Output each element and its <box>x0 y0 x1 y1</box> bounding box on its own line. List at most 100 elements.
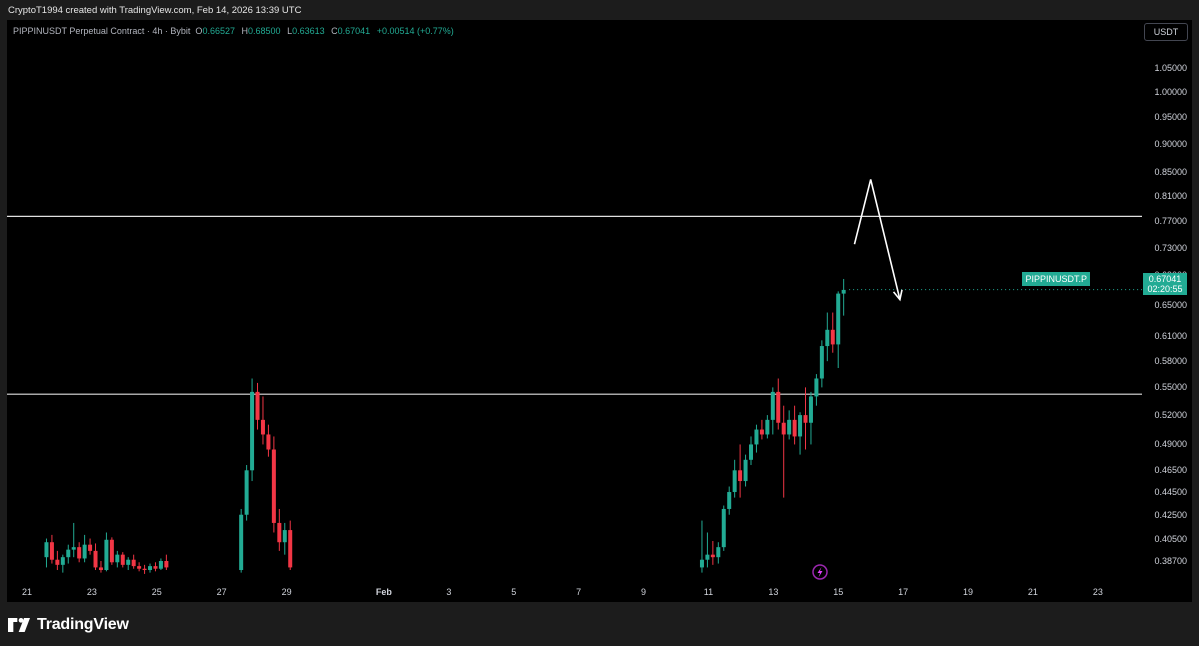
candle-body[interactable] <box>787 419 792 435</box>
price-tick: 0.73000 <box>1154 242 1187 253</box>
footer: TradingView <box>0 602 1199 646</box>
candle-body[interactable] <box>271 449 276 523</box>
symbol-legend: PIPPINUSDT Perpetual Contract · 4h · Byb… <box>13 26 458 36</box>
time-axis[interactable]: 21 23 25 27 29 Feb 3 5 7 9 11 13 15 17 19 21 23 <box>7 582 1142 602</box>
candle-body[interactable] <box>765 419 770 435</box>
candlestick-chart[interactable] <box>7 20 1142 582</box>
candle-body[interactable] <box>131 559 136 567</box>
legend-high: 0.68500 <box>248 26 281 36</box>
candle-body[interactable] <box>732 470 737 493</box>
price-tick: 0.52000 <box>1154 410 1187 421</box>
tradingview-logo: TradingView <box>8 616 129 634</box>
chart-frame[interactable]: PIPPINUSDT Perpetual Contract · 4h · Byb… <box>7 20 1192 602</box>
time-tick: 15 <box>833 587 844 597</box>
candle-body[interactable] <box>759 429 764 435</box>
candle-body[interactable] <box>277 522 282 543</box>
candle-body[interactable] <box>754 429 759 445</box>
time-tick: 9 <box>641 587 647 597</box>
time-tick: 25 <box>151 587 162 597</box>
price-tick: 0.65000 <box>1154 299 1187 310</box>
candle-body[interactable] <box>77 547 82 559</box>
candle-body[interactable] <box>98 567 103 571</box>
legend-open: 0.66527 <box>202 26 235 36</box>
legend-close: 0.67041 <box>337 26 371 36</box>
price-tick: 0.85000 <box>1154 167 1187 178</box>
candle-body[interactable] <box>825 329 830 347</box>
tradingview-brand: TradingView <box>37 616 129 633</box>
price-tick: 0.42500 <box>1154 509 1187 520</box>
projection-path[interactable] <box>853 179 901 300</box>
candle-body[interactable] <box>749 444 754 460</box>
price-pane[interactable]: PIPPINUSDT Perpetual Contract · 4h · Byb… <box>7 20 1142 582</box>
candle-body[interactable] <box>721 508 726 548</box>
candle-body[interactable] <box>743 459 748 482</box>
candle-body[interactable] <box>260 419 265 435</box>
currency-button[interactable]: USDT <box>1144 23 1188 41</box>
candle-body[interactable] <box>710 554 715 558</box>
candle-body[interactable] <box>71 547 76 550</box>
time-tick: 13 <box>768 587 779 597</box>
candle-body[interactable] <box>288 530 293 568</box>
candle-body[interactable] <box>44 542 49 558</box>
candle-body[interactable] <box>164 561 169 568</box>
time-tick: 21 <box>21 587 33 597</box>
candle-body[interactable] <box>250 391 255 471</box>
time-tick: 27 <box>216 587 227 597</box>
candle-body[interactable] <box>727 492 732 509</box>
candle-body[interactable] <box>266 434 271 450</box>
candle-body[interactable] <box>738 470 743 482</box>
candle-body[interactable] <box>836 293 841 345</box>
candle-body[interactable] <box>776 391 781 423</box>
candle-body[interactable] <box>55 559 60 565</box>
time-tick: 23 <box>1092 587 1103 597</box>
candle-body[interactable] <box>93 550 98 568</box>
candle-body[interactable] <box>716 547 721 558</box>
price-tick: 0.90000 <box>1154 139 1187 150</box>
price-tick: 0.61000 <box>1154 331 1187 342</box>
top-bar: CryptoT1994 created with TradingView.com… <box>0 0 1199 20</box>
bar-countdown: 02:20:55 <box>1147 284 1183 294</box>
lightning-event-icon[interactable] <box>812 564 828 580</box>
time-tick: 21 <box>1027 587 1038 597</box>
candle-body[interactable] <box>137 566 142 569</box>
price-tick: 0.40500 <box>1154 533 1187 544</box>
candle-body[interactable] <box>49 542 54 560</box>
candle-body[interactable] <box>699 559 704 568</box>
candle-body[interactable] <box>781 422 786 435</box>
candle-body[interactable] <box>814 378 819 397</box>
candle-body[interactable] <box>244 470 249 515</box>
time-tick: 7 <box>576 587 582 597</box>
candle-body[interactable] <box>830 329 835 345</box>
candle-body[interactable] <box>109 539 114 563</box>
price-tick: 0.58000 <box>1154 356 1187 367</box>
candle-body[interactable] <box>88 544 93 551</box>
candle-body[interactable] <box>255 391 260 420</box>
candle-body[interactable] <box>282 530 287 543</box>
candle-body[interactable] <box>115 554 120 563</box>
candle-body[interactable] <box>239 514 244 571</box>
price-axis[interactable]: USDT 1.05000 1.00000 0.95000 0.90000 0.85000… <box>1142 20 1192 582</box>
candle-body[interactable] <box>808 396 813 423</box>
candle-body[interactable] <box>148 566 153 571</box>
candle-body[interactable] <box>66 549 71 558</box>
candle-body[interactable] <box>142 568 147 571</box>
price-tick: 1.05000 <box>1154 63 1187 73</box>
candle-body[interactable] <box>82 544 87 559</box>
candle-body[interactable] <box>792 419 797 437</box>
candle-body[interactable] <box>705 554 710 560</box>
candle-body[interactable] <box>120 554 125 565</box>
candle-body[interactable] <box>798 415 803 437</box>
candle-body[interactable] <box>158 561 163 569</box>
candle-body[interactable] <box>126 559 131 565</box>
legend-symbol: PIPPINUSDT Perpetual Contract · 4h · Byb… <box>13 26 191 36</box>
candle-body[interactable] <box>104 539 109 571</box>
candle-body[interactable] <box>770 391 775 420</box>
candle-body[interactable] <box>153 566 158 569</box>
candle-body[interactable] <box>803 415 808 423</box>
time-tick: Feb <box>375 587 392 597</box>
candle-body[interactable] <box>819 346 824 379</box>
candle-body[interactable] <box>60 557 65 565</box>
price-tick: 0.55000 <box>1154 382 1187 393</box>
legend-close-label: C <box>331 26 338 36</box>
candle-body[interactable] <box>841 289 846 294</box>
